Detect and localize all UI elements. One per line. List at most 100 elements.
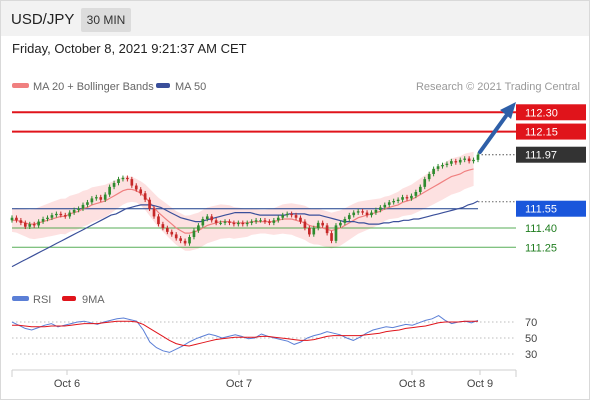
candle-body xyxy=(232,222,236,225)
candle-body xyxy=(347,215,351,219)
candle-body xyxy=(10,217,14,221)
candle-body xyxy=(126,177,129,180)
support-label: 111.55 xyxy=(525,204,557,216)
candle-body xyxy=(108,186,111,195)
candle-body xyxy=(81,204,85,209)
candle-body xyxy=(316,222,320,228)
ma20-legend-label: MA 20 + Bollinger Bands xyxy=(33,81,154,93)
ma50-legend-label: MA 50 xyxy=(175,81,206,93)
candle-body xyxy=(392,201,396,203)
candle-body xyxy=(410,195,413,199)
candle-body xyxy=(254,220,258,222)
candle-body xyxy=(436,166,440,169)
candle-body xyxy=(396,199,400,201)
candle-body xyxy=(134,185,138,190)
x-tick-label: Oct 7 xyxy=(226,378,252,390)
candle-body xyxy=(263,220,267,222)
candle-body xyxy=(414,192,418,196)
chart-datetime: Friday, October 8, 2021 9:21:37 AM CET xyxy=(12,41,247,56)
candle-body xyxy=(41,219,45,222)
candle-body xyxy=(112,183,116,187)
candle-body xyxy=(237,222,240,225)
candle-body xyxy=(32,224,36,226)
candle-body xyxy=(290,213,293,216)
candle-body xyxy=(46,217,49,219)
rsi-line xyxy=(11,315,479,353)
candle-body xyxy=(450,161,453,164)
candle-body xyxy=(250,221,253,223)
x-tick-label: Oct 6 xyxy=(54,378,80,390)
resistance-label-box xyxy=(516,104,586,121)
candle-body xyxy=(245,222,249,225)
candle-body xyxy=(268,221,271,223)
candle-body xyxy=(72,210,76,213)
ma50-legend-swatch xyxy=(156,83,170,88)
ma20-legend-swatch xyxy=(12,83,29,88)
level-labels: 112.30 112.15 111.97 111.55 111.40 111.25 xyxy=(516,104,586,254)
candle-body xyxy=(343,219,347,223)
candle-body xyxy=(214,220,218,223)
candle-body xyxy=(276,217,280,221)
candle-body xyxy=(77,208,80,210)
candle-body xyxy=(445,163,449,165)
rsi-ma-line xyxy=(12,320,478,347)
rsi-legend-label: RSI xyxy=(33,294,51,306)
candle-body xyxy=(272,220,276,223)
candle-body xyxy=(28,224,32,227)
candle-body xyxy=(219,222,222,224)
current-price-box xyxy=(516,146,586,163)
candle-body xyxy=(148,199,151,209)
candle-body xyxy=(86,202,89,205)
rsi-panel: 70 50 30 xyxy=(11,315,537,361)
candle-body xyxy=(374,210,378,213)
candle-body xyxy=(188,237,191,244)
candle-body xyxy=(94,197,98,199)
candle-body xyxy=(59,213,63,216)
candle-body xyxy=(467,158,471,162)
current-price-label: 111.97 xyxy=(525,150,557,162)
candle-body xyxy=(99,197,103,200)
candle-body xyxy=(201,219,205,226)
candle-body xyxy=(90,198,94,203)
rsi-ma-legend-label: 9MA xyxy=(82,294,105,306)
candle-body xyxy=(205,216,209,219)
candle-body xyxy=(285,213,289,216)
candle-body xyxy=(405,197,409,199)
rsi-legend: RSI 9MA xyxy=(12,294,105,306)
candle-body xyxy=(361,211,364,213)
candle-body xyxy=(152,208,156,217)
candle-body xyxy=(63,215,67,217)
candle-body xyxy=(139,189,143,194)
candle-body xyxy=(458,159,462,163)
candle-body xyxy=(441,165,444,167)
candle-body xyxy=(370,212,373,216)
candle-body xyxy=(387,202,391,205)
resistance-label-box xyxy=(516,123,586,140)
candle-body xyxy=(130,179,134,186)
candle-body xyxy=(192,230,196,237)
price-legend: MA 20 + Bollinger Bands MA 50 Research ©… xyxy=(12,81,580,93)
candle-body xyxy=(463,158,467,160)
candle-body xyxy=(143,193,147,200)
candle-body xyxy=(339,222,342,226)
candle-body xyxy=(241,222,245,225)
candle-body xyxy=(365,212,369,216)
pair-title: USD/JPY xyxy=(11,11,75,28)
ma50-line xyxy=(11,200,479,268)
interval-button[interactable]: 30 MIN xyxy=(81,8,131,32)
candle-body xyxy=(472,159,475,162)
rsi-ma-legend-swatch xyxy=(62,296,76,301)
candle-body xyxy=(223,221,227,223)
candle-body xyxy=(401,197,404,200)
candle-body xyxy=(432,168,435,174)
candle-body xyxy=(383,204,387,208)
rsi-tick-label: 30 xyxy=(525,349,537,361)
forecast-arrow-icon xyxy=(478,102,516,154)
candle-body xyxy=(183,240,187,244)
candle-body xyxy=(121,177,125,180)
credit-text: Research © 2021 Trading Central xyxy=(416,81,580,93)
candle-body xyxy=(170,231,174,235)
rsi-tick-label: 70 xyxy=(525,317,537,329)
candle-body xyxy=(23,222,27,227)
candle-body xyxy=(117,179,120,183)
